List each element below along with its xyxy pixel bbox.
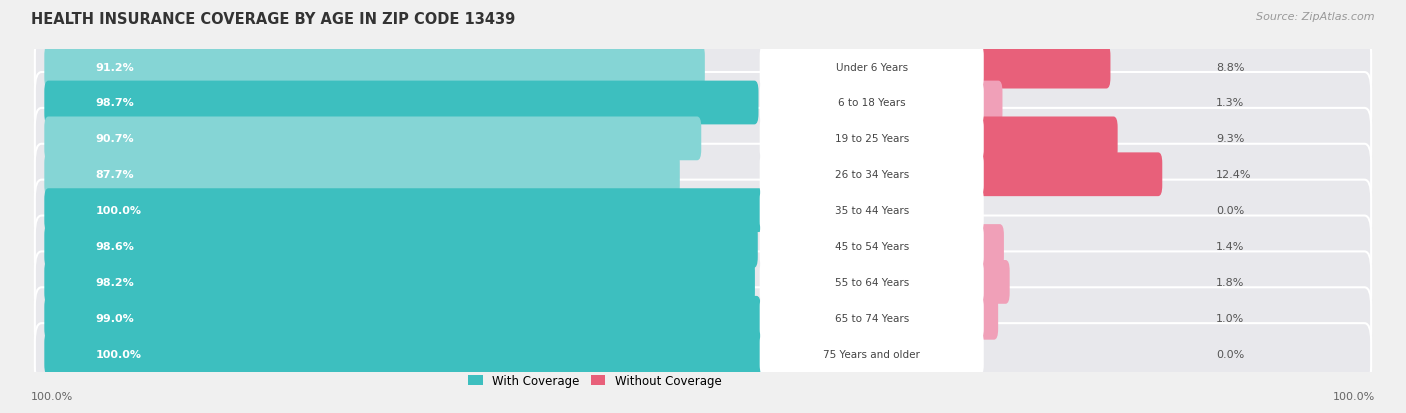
Text: 8.8%: 8.8% bbox=[1216, 62, 1244, 72]
Text: Source: ZipAtlas.com: Source: ZipAtlas.com bbox=[1257, 12, 1375, 22]
Text: 1.0%: 1.0% bbox=[1216, 313, 1244, 323]
Text: HEALTH INSURANCE COVERAGE BY AGE IN ZIP CODE 13439: HEALTH INSURANCE COVERAGE BY AGE IN ZIP … bbox=[31, 12, 515, 27]
FancyBboxPatch shape bbox=[976, 225, 1004, 268]
FancyBboxPatch shape bbox=[976, 153, 1163, 197]
FancyBboxPatch shape bbox=[976, 81, 1002, 125]
Text: 65 to 74 Years: 65 to 74 Years bbox=[835, 313, 908, 323]
Text: 19 to 25 Years: 19 to 25 Years bbox=[835, 134, 908, 144]
Text: 55 to 64 Years: 55 to 64 Years bbox=[835, 277, 908, 287]
FancyBboxPatch shape bbox=[45, 189, 768, 233]
Text: 0.0%: 0.0% bbox=[1216, 206, 1244, 216]
FancyBboxPatch shape bbox=[45, 296, 761, 340]
FancyBboxPatch shape bbox=[759, 45, 984, 89]
FancyBboxPatch shape bbox=[976, 117, 1118, 161]
FancyBboxPatch shape bbox=[45, 332, 768, 376]
FancyBboxPatch shape bbox=[35, 323, 1371, 384]
FancyBboxPatch shape bbox=[45, 81, 758, 125]
Text: 26 to 34 Years: 26 to 34 Years bbox=[835, 170, 908, 180]
FancyBboxPatch shape bbox=[35, 180, 1371, 241]
FancyBboxPatch shape bbox=[35, 252, 1371, 313]
FancyBboxPatch shape bbox=[759, 260, 984, 304]
Text: 1.4%: 1.4% bbox=[1216, 242, 1244, 252]
FancyBboxPatch shape bbox=[759, 296, 984, 340]
Text: 98.2%: 98.2% bbox=[96, 277, 135, 287]
Text: Under 6 Years: Under 6 Years bbox=[835, 62, 908, 72]
FancyBboxPatch shape bbox=[35, 37, 1371, 98]
FancyBboxPatch shape bbox=[759, 81, 984, 125]
FancyBboxPatch shape bbox=[45, 153, 679, 197]
FancyBboxPatch shape bbox=[35, 109, 1371, 169]
FancyBboxPatch shape bbox=[976, 296, 998, 340]
Text: 12.4%: 12.4% bbox=[1216, 170, 1251, 180]
Legend: With Coverage, Without Coverage: With Coverage, Without Coverage bbox=[464, 369, 727, 392]
FancyBboxPatch shape bbox=[759, 332, 984, 376]
FancyBboxPatch shape bbox=[35, 73, 1371, 134]
Text: 100.0%: 100.0% bbox=[96, 206, 142, 216]
FancyBboxPatch shape bbox=[35, 287, 1371, 349]
Text: 1.3%: 1.3% bbox=[1216, 98, 1244, 108]
Text: 45 to 54 Years: 45 to 54 Years bbox=[835, 242, 908, 252]
Text: 91.2%: 91.2% bbox=[96, 62, 135, 72]
Text: 6 to 18 Years: 6 to 18 Years bbox=[838, 98, 905, 108]
Text: 35 to 44 Years: 35 to 44 Years bbox=[835, 206, 908, 216]
Text: 87.7%: 87.7% bbox=[96, 170, 134, 180]
Text: 100.0%: 100.0% bbox=[1333, 391, 1375, 401]
Text: 0.0%: 0.0% bbox=[1216, 349, 1244, 359]
Text: 100.0%: 100.0% bbox=[31, 391, 73, 401]
FancyBboxPatch shape bbox=[976, 45, 1111, 89]
FancyBboxPatch shape bbox=[45, 45, 704, 89]
Text: 9.3%: 9.3% bbox=[1216, 134, 1244, 144]
FancyBboxPatch shape bbox=[759, 225, 984, 268]
FancyBboxPatch shape bbox=[976, 260, 1010, 304]
FancyBboxPatch shape bbox=[759, 153, 984, 197]
Text: 90.7%: 90.7% bbox=[96, 134, 134, 144]
FancyBboxPatch shape bbox=[45, 260, 755, 304]
FancyBboxPatch shape bbox=[45, 117, 702, 161]
FancyBboxPatch shape bbox=[45, 225, 758, 268]
Text: 98.7%: 98.7% bbox=[96, 98, 135, 108]
Text: 99.0%: 99.0% bbox=[96, 313, 135, 323]
FancyBboxPatch shape bbox=[35, 216, 1371, 277]
Text: 98.6%: 98.6% bbox=[96, 242, 135, 252]
FancyBboxPatch shape bbox=[35, 145, 1371, 205]
Text: 75 Years and older: 75 Years and older bbox=[824, 349, 920, 359]
Text: 1.8%: 1.8% bbox=[1216, 277, 1244, 287]
FancyBboxPatch shape bbox=[759, 117, 984, 161]
FancyBboxPatch shape bbox=[759, 189, 984, 233]
Text: 100.0%: 100.0% bbox=[96, 349, 142, 359]
